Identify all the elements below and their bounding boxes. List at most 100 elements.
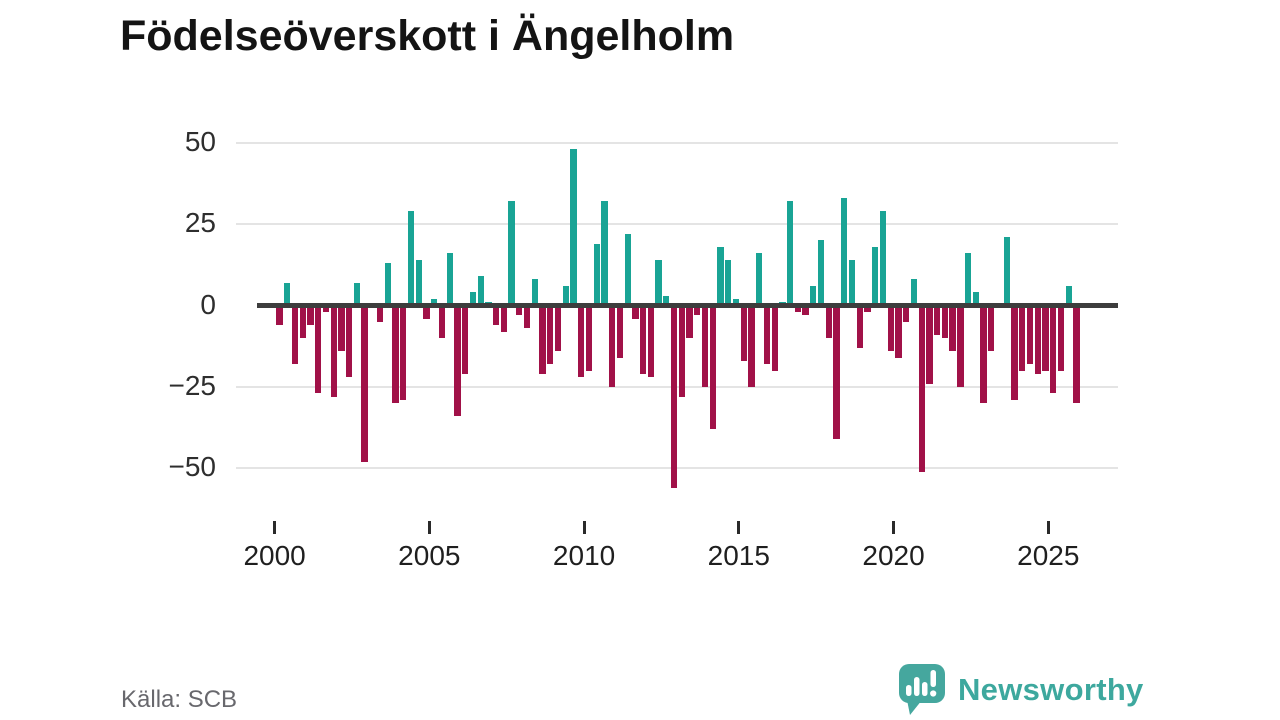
x-axis-tick [427,521,431,534]
bar [941,305,949,339]
bar [276,305,283,326]
bar [547,305,554,365]
bar [322,305,330,312]
chart-title: Födelseöverskott i Ängelholm [120,12,735,60]
bar [632,305,639,319]
zero-axis-line [257,303,1118,308]
bar [1050,305,1057,394]
bar [895,305,902,358]
bar [655,259,662,308]
bar [933,305,941,335]
bar [964,253,972,308]
newsworthy-logo: Newsworthy [897,663,1144,716]
x-axis-tick [1046,521,1050,534]
bar [531,279,538,308]
bar [864,305,871,312]
bar [817,240,825,308]
bar [516,305,523,316]
bar [949,305,956,352]
bar [376,305,384,322]
y-axis-label: 50 [184,125,216,157]
y-gridline [236,223,1118,226]
bar [624,233,631,308]
bar [400,305,407,400]
bar [887,305,894,352]
x-axis-tick [737,521,741,534]
bar [825,305,832,339]
bar [879,211,887,308]
bar [315,305,322,394]
bar [601,201,608,308]
bar [918,305,925,472]
newsworthy-chart-bubble-icon [897,663,947,716]
bar [856,305,863,348]
bar [392,305,399,404]
bar [353,282,361,308]
bar [384,263,391,308]
bar [748,305,755,387]
bar [725,259,732,308]
bar [926,305,933,384]
bar [462,305,469,374]
bar [794,305,802,312]
x-axis-tick [892,521,896,534]
y-axis-label: −50 [168,451,217,483]
y-axis-label: 25 [184,207,216,239]
bar [1057,305,1065,371]
bar [562,285,569,308]
bar [756,253,763,308]
bar [709,305,716,430]
bar [477,276,484,308]
y-gridline [236,141,1118,144]
x-axis-label: 2025 [1017,540,1080,571]
bar [802,305,809,316]
bar [554,305,562,352]
bar [609,305,616,387]
bar [980,305,987,404]
bar [647,305,655,378]
bar [469,292,477,308]
bar [415,259,422,308]
bar [423,305,430,319]
bar [570,149,577,308]
bar [454,305,461,417]
bar [500,305,508,332]
bar [616,305,624,358]
bar [345,305,353,378]
bar [1042,305,1049,371]
bar [740,305,747,361]
bar [291,305,299,365]
x-axis-tick [582,521,586,534]
bar [872,246,879,308]
bar [299,305,306,339]
x-axis-label: 2015 [707,540,770,571]
bar [786,201,794,308]
bar [717,246,724,308]
bar [988,305,995,352]
bar [771,305,778,371]
bar [957,305,964,387]
bar [972,292,979,308]
bar [585,305,593,371]
x-axis-tick [273,521,277,534]
bar [1034,305,1041,374]
bar [903,305,910,322]
bar [639,305,647,374]
bar [1011,305,1018,400]
x-axis-label: 2005 [398,540,461,571]
bar [1003,237,1010,308]
y-axis-label: −25 [168,369,217,401]
bar [330,305,337,397]
bar [593,243,600,308]
bar [1073,305,1080,404]
x-axis-label: 2000 [243,540,306,571]
bar [763,305,771,365]
bar [446,253,453,308]
bar [663,295,670,308]
bar [810,285,817,308]
bar [841,198,848,308]
bar [686,305,693,339]
source-note: Källa: SCB [121,686,238,713]
